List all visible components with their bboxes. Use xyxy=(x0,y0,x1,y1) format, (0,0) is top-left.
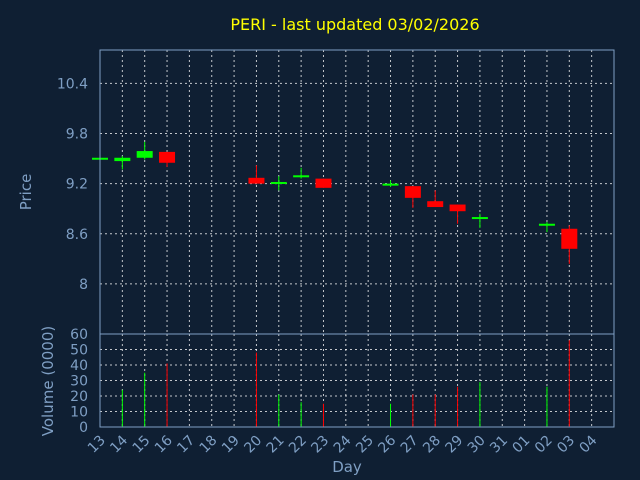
price-grid xyxy=(100,50,614,334)
x-tick-label: 26 xyxy=(375,432,399,456)
x-tick-label: 14 xyxy=(107,432,131,456)
candle-body xyxy=(114,157,131,162)
x-axis-label: Day xyxy=(332,458,362,476)
volume-tick-label: 30 xyxy=(70,374,88,390)
x-tick-label: 24 xyxy=(331,432,355,456)
price-tick-label: 10.4 xyxy=(57,76,88,92)
price-tick-label: 9.2 xyxy=(66,177,88,193)
x-tick-label: 27 xyxy=(398,433,422,457)
x-tick-label: 25 xyxy=(353,433,377,457)
price-axis-label: Price xyxy=(17,174,35,211)
price-tick-label: 8 xyxy=(79,277,88,293)
candle-body xyxy=(293,175,310,178)
x-tick-label: 04 xyxy=(577,432,601,456)
candle-body xyxy=(561,228,578,249)
x-tick-label: 28 xyxy=(420,433,444,457)
candle-body xyxy=(449,204,466,212)
candle-body xyxy=(404,186,421,198)
price-tick-label: 8.6 xyxy=(66,227,88,243)
x-tick-label: 21 xyxy=(264,433,288,457)
volume-tick-label: 40 xyxy=(70,358,88,374)
candle-body xyxy=(136,151,153,158)
volume-grid xyxy=(100,334,614,427)
x-tick-label: 01 xyxy=(510,433,534,457)
price-panel-frame xyxy=(99,49,615,335)
x-tick-label: 31 xyxy=(487,433,511,457)
volume-tick-label: 10 xyxy=(70,405,88,421)
volume-panel-frame xyxy=(99,333,615,428)
candle-body xyxy=(427,201,444,208)
candle-body xyxy=(538,223,555,226)
candle-body xyxy=(270,181,287,184)
x-tick-label: 29 xyxy=(442,433,466,457)
candle-body xyxy=(248,177,265,184)
x-tick-label: 02 xyxy=(532,433,556,457)
x-tick-label: 18 xyxy=(197,433,221,457)
x-tick-label: 16 xyxy=(152,432,176,456)
candle-body xyxy=(382,183,399,186)
candle-body xyxy=(159,151,176,163)
x-tick-label: 15 xyxy=(130,433,154,457)
x-tick-label: 22 xyxy=(286,433,310,457)
volume-tick-label: 50 xyxy=(70,343,88,359)
x-ticks: 1314151617181920212223242526272829303101… xyxy=(85,432,601,456)
x-tick-label: 19 xyxy=(219,433,243,457)
volume-bars xyxy=(121,340,570,427)
price-tick-label: 9.8 xyxy=(66,127,88,143)
price-ticks: 10.4 9.8 9.2 8.6 8 xyxy=(57,76,88,292)
candle-body xyxy=(315,178,332,188)
x-tick-label: 20 xyxy=(241,433,265,457)
candles xyxy=(92,141,578,264)
x-tick-label: 23 xyxy=(308,433,332,457)
volume-tick-label: 0 xyxy=(79,420,88,436)
x-tick-label: 03 xyxy=(554,433,578,457)
volume-tick-label: 60 xyxy=(70,327,88,343)
chart-title: PERI - last updated 03/02/2026 xyxy=(230,15,479,34)
volume-axis-label: Volume (0000) xyxy=(39,326,57,436)
x-tick-label: 13 xyxy=(85,433,109,457)
x-tick-label: 30 xyxy=(465,433,489,457)
candle-body xyxy=(471,217,488,220)
x-tick-label: 17 xyxy=(174,433,198,457)
volume-tick-label: 20 xyxy=(70,389,88,405)
